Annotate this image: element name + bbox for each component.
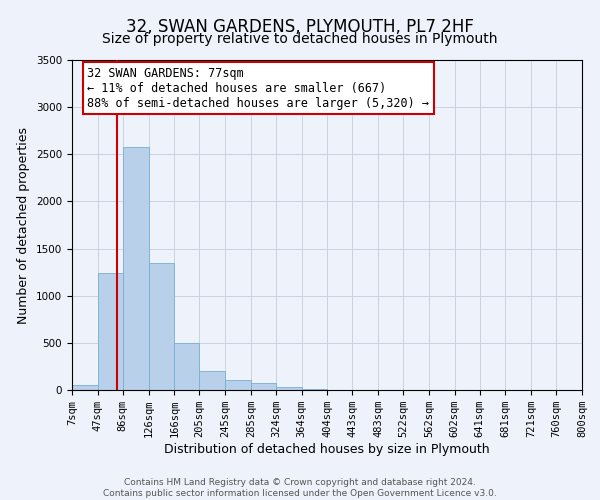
Bar [123,146,149,390]
Text: 32, SWAN GARDENS, PLYMOUTH, PL7 2HF: 32, SWAN GARDENS, PLYMOUTH, PL7 2HF [126,18,474,36]
Text: Size of property relative to detached houses in Plymouth: Size of property relative to detached ho… [102,32,498,46]
Bar [276,387,302,390]
Bar [174,343,199,390]
Bar [199,371,225,390]
Text: Contains HM Land Registry data © Crown copyright and database right 2024.
Contai: Contains HM Land Registry data © Crown c… [103,478,497,498]
X-axis label: Distribution of detached houses by size in Plymouth: Distribution of detached houses by size … [164,443,490,456]
Y-axis label: Number of detached properties: Number of detached properties [17,126,31,324]
Bar [251,383,276,390]
Bar [225,380,251,390]
Bar [149,262,174,390]
Text: 32 SWAN GARDENS: 77sqm
← 11% of detached houses are smaller (667)
88% of semi-de: 32 SWAN GARDENS: 77sqm ← 11% of detached… [88,66,430,110]
Bar [72,386,98,390]
Bar [98,273,123,390]
Bar [302,389,328,390]
